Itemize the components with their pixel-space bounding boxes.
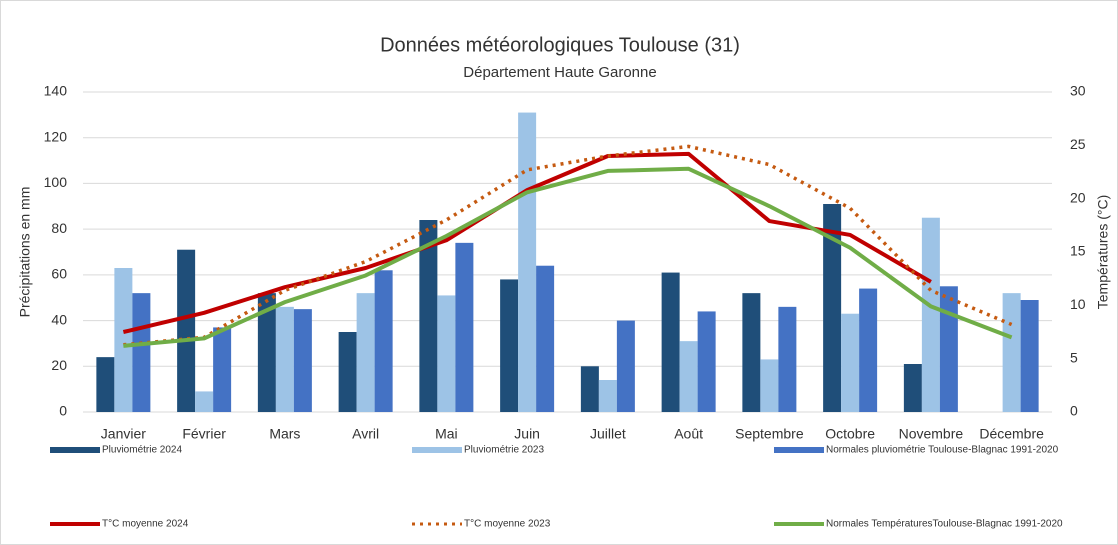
bar <box>921 217 940 412</box>
y-tick-label: 140 <box>44 83 68 99</box>
bar <box>356 293 375 412</box>
y-tick-label: 80 <box>51 220 67 236</box>
x-tick-label: Avril <box>352 426 379 442</box>
bar <box>1020 300 1039 412</box>
y2-axis-label: Températures (°C) <box>1095 195 1111 310</box>
y2-tick-label: 25 <box>1070 136 1086 152</box>
legend-swatch <box>412 447 462 453</box>
bar <box>213 327 232 412</box>
bar <box>939 286 958 412</box>
bar <box>598 380 617 412</box>
chart-title: Données météorologiques Toulouse (31) <box>380 34 740 56</box>
y2-tick-label: 5 <box>1070 349 1078 365</box>
bar <box>257 293 276 412</box>
bar <box>114 268 133 412</box>
y2-tick-label: 15 <box>1070 243 1086 259</box>
bar <box>132 293 151 412</box>
bar <box>580 366 599 412</box>
y-tick-label: 60 <box>51 266 67 282</box>
chart-subtitle: Département Haute Garonne <box>463 64 656 81</box>
line-series <box>123 166 1013 348</box>
legend-label: Pluviométrie 2024 <box>102 445 182 456</box>
x-tick-label: Février <box>182 426 226 442</box>
bar <box>96 357 115 412</box>
y2-tick-label: 10 <box>1070 296 1086 312</box>
line-series <box>122 151 932 334</box>
y-tick-label: 40 <box>51 311 67 327</box>
y-tick-label: 0 <box>59 403 67 419</box>
y2-tick-label: 20 <box>1070 189 1086 205</box>
legend-label: T°C moyenne 2024 <box>102 519 189 530</box>
bar <box>419 220 438 412</box>
bar <box>338 332 357 412</box>
legend-label: Normales pluviométrie Toulouse-Blagnac 1… <box>826 445 1059 456</box>
bar <box>760 359 779 412</box>
bar <box>1002 293 1021 412</box>
legend-swatch <box>50 447 100 453</box>
bar <box>841 313 860 412</box>
y-tick-label: 100 <box>44 174 68 190</box>
x-tick-label: Septembre <box>735 426 804 442</box>
x-tick-label: Octobre <box>825 426 875 442</box>
bar <box>293 309 312 412</box>
bar <box>374 270 393 412</box>
legend-swatch <box>774 447 824 453</box>
bar <box>778 306 797 412</box>
bar <box>823 204 842 412</box>
bar <box>903 364 922 412</box>
x-tick-label: Décembre <box>979 426 1044 442</box>
bar <box>455 242 474 412</box>
bar <box>437 295 456 412</box>
bar <box>500 279 519 412</box>
x-tick-label: Août <box>674 426 703 442</box>
x-tick-label: Novembre <box>899 426 964 442</box>
bar <box>679 341 698 412</box>
x-tick-label: Juillet <box>590 426 626 442</box>
bar <box>616 320 635 412</box>
x-tick-label: Mai <box>435 426 458 442</box>
bar <box>275 306 294 412</box>
bar <box>697 311 716 412</box>
bar <box>859 288 878 412</box>
y2-tick-label: 0 <box>1070 403 1078 419</box>
legend-label: Pluviométrie 2023 <box>464 445 544 456</box>
bar <box>195 391 214 412</box>
legend-label: T°C moyenne 2023 <box>464 519 551 530</box>
x-tick-label: Mars <box>269 426 300 442</box>
bar <box>177 249 196 412</box>
x-tick-label: Janvier <box>101 426 146 442</box>
y2-tick-label: 30 <box>1070 83 1086 99</box>
y-tick-label: 20 <box>51 357 67 373</box>
bar <box>518 112 537 413</box>
y-tick-label: 120 <box>44 128 68 144</box>
legend-label: Normales TempératuresToulouse-Blagnac 19… <box>826 519 1063 530</box>
bar <box>536 265 555 412</box>
y-axis-label: Précipitations en mm <box>17 187 33 318</box>
bar <box>661 272 680 412</box>
bar <box>742 293 761 412</box>
x-tick-label: Juin <box>514 426 540 442</box>
